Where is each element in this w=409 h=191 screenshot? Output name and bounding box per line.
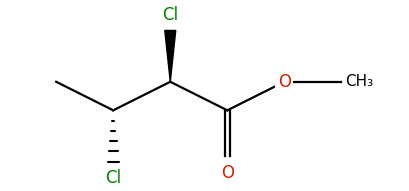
Text: O: O <box>278 73 291 91</box>
Text: Cl: Cl <box>105 168 121 186</box>
Text: CH₃: CH₃ <box>345 74 373 89</box>
Polygon shape <box>165 30 176 82</box>
Text: Cl: Cl <box>162 6 178 24</box>
Text: O: O <box>221 164 234 182</box>
